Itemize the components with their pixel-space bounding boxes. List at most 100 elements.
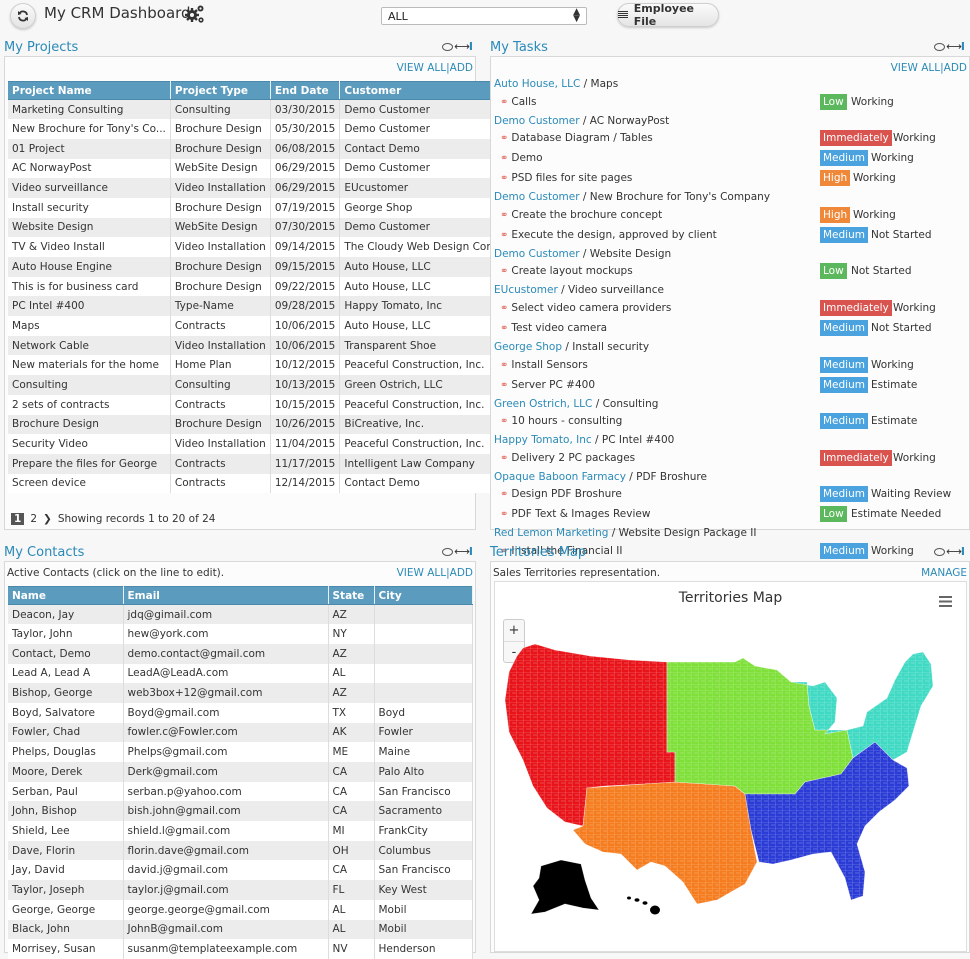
column-header[interactable]: City	[374, 586, 473, 605]
task-project-name[interactable]: New Brochure for Tony's Company	[589, 191, 771, 204]
task-customer-link[interactable]: Demo Customer	[494, 114, 580, 127]
resize-horizontal-icon[interactable]: ⟷	[454, 40, 470, 53]
column-header[interactable]: State	[328, 586, 375, 605]
filter-select[interactable]: ALL ▲ ▼	[381, 7, 587, 25]
project-row[interactable]: TV & Video Install Video Installation 09/1…	[8, 237, 512, 257]
task-customer-link[interactable]: Red Lemon Marketing	[494, 527, 609, 540]
employee-file-button[interactable]: Employee File	[617, 2, 719, 28]
contact-row[interactable]: Deacon, Jay jdq@gimail.com AZ	[8, 604, 473, 625]
next-page-chevron-icon[interactable]: ❯	[43, 513, 52, 525]
contact-row[interactable]: Black, John JohnB@gmail.com AL Mobil	[8, 919, 473, 940]
contact-row[interactable]: Bishop, George web3box+12@gmail.com AZ	[8, 683, 473, 703]
region-southwest[interactable]	[572, 781, 758, 905]
task-customer-link[interactable]: Opaque Baboon Farmacy	[494, 470, 626, 483]
task-project-name[interactable]: Install security	[572, 340, 650, 353]
resize-vertical-icon[interactable]: I	[960, 40, 965, 53]
projects-add-link[interactable]: ADD	[449, 62, 473, 74]
task-customer-link[interactable]: Demo Customer	[494, 247, 580, 260]
contact-row[interactable]: John, Bishop bish.john@gmail.com CA Sacrame…	[8, 801, 473, 822]
contact-row[interactable]: Boyd, Salvatore Boyd@gmail.com TX Boyd	[8, 702, 473, 723]
task-customer-link[interactable]: Auto House, LLC	[494, 78, 581, 90]
project-row[interactable]: New Brochure for Tony's Co... Brochure De…	[8, 119, 512, 139]
project-row[interactable]: Auto House Engine Brochure Design 09/15/20…	[8, 257, 512, 277]
resize-vertical-icon[interactable]: I	[960, 545, 965, 558]
task-project-name[interactable]: Website Design	[589, 247, 672, 260]
tasks-add-link[interactable]: ADD	[943, 62, 967, 74]
project-row[interactable]: This is for business card Brochure Design…	[8, 276, 512, 297]
page-2-link[interactable]: 2	[30, 513, 37, 525]
tasks-view-all-link[interactable]: VIEW ALL	[890, 62, 941, 74]
comment-icon[interactable]	[934, 43, 946, 51]
task-project-name[interactable]: Video surveillance	[567, 284, 664, 297]
refresh-button[interactable]	[10, 3, 36, 29]
zoom-in-button[interactable]: +	[508, 623, 520, 638]
resize-horizontal-icon[interactable]: ⟷	[454, 545, 470, 558]
task-row[interactable]: ⚭ Design PDF Broshure Medium Waiting Review	[494, 485, 967, 505]
contact-row[interactable]: Taylor, Joseph taylor.j@gmail.com FL Key We…	[8, 880, 473, 900]
project-row[interactable]: PC Intel #400 Type-Name 09/28/2015 Happy To…	[8, 296, 512, 317]
manage-territories-link[interactable]: MANAGE	[921, 567, 967, 579]
project-row[interactable]: 01 Project Brochure Design 06/08/2015 Conta…	[8, 138, 512, 159]
map-frame[interactable]: Territories Map + -	[494, 581, 967, 952]
task-row[interactable]: ⚭ Demo Medium Working	[494, 149, 967, 169]
task-row[interactable]: ⚭ Database Diagram / Tables Immediately Wor…	[494, 129, 967, 149]
task-row[interactable]: ⚭ Server PC #400 Medium Estimate	[494, 376, 967, 396]
contact-row[interactable]: Morrisey, Susan susanm@templateexample.co…	[8, 939, 473, 959]
project-row[interactable]: Screen device Contracts 12/14/2015 Contact …	[8, 473, 512, 494]
task-row[interactable]: ⚭ PSD files for site pages High Working	[494, 169, 967, 189]
column-header[interactable]: Name	[8, 586, 124, 605]
task-project-name[interactable]: PC Intel #400	[601, 434, 675, 447]
column-header[interactable]: Project Type	[170, 81, 271, 100]
project-row[interactable]: Network Cable Video Installation 10/06/201…	[8, 335, 512, 356]
contact-row[interactable]: Serban, Paul serban.p@yahoo.com CA San Fran…	[8, 781, 473, 802]
task-row[interactable]: ⚭ Execute the design, approved by client M…	[494, 226, 967, 246]
column-header[interactable]: Email	[123, 586, 329, 605]
project-row[interactable]: Install security Brochure Design 07/19/201…	[8, 197, 512, 218]
column-header[interactable]: End Date	[270, 81, 341, 100]
task-project-name[interactable]: PDF Broshure	[636, 470, 707, 483]
region-alaska[interactable]	[530, 859, 600, 915]
map-menu-icon[interactable]	[939, 596, 952, 607]
task-row[interactable]: ⚭ Install Sensors Medium Working	[494, 356, 967, 376]
contact-row[interactable]: Dave, Florin florin.dave@gmail.com OH Colum…	[8, 840, 473, 861]
contact-row[interactable]: Contact, Demo demo.contact@gmail.com AZ	[8, 643, 473, 664]
contact-row[interactable]: Jay, David david.j@gmail.com CA San Francis…	[8, 860, 473, 881]
task-row[interactable]: ⚭ Calls Low Working	[494, 93, 967, 113]
contact-row[interactable]: George, George george.george@gmail.com AL M…	[8, 899, 473, 920]
column-header[interactable]: Project Name	[8, 81, 171, 100]
task-row[interactable]: ⚭ Test video camera Medium Not Started	[494, 319, 967, 339]
resize-vertical-icon[interactable]: I	[468, 545, 473, 558]
task-customer-link[interactable]: George Shop	[494, 340, 563, 353]
contacts-add-link[interactable]: ADD	[449, 567, 473, 579]
comment-icon[interactable]	[442, 43, 454, 51]
region-hawaii[interactable]	[627, 896, 660, 915]
contact-row[interactable]: Phelps, Douglas Phelps@gmail.com ME Maine	[8, 742, 473, 762]
contact-row[interactable]: Fowler, Chad fowler.c@Fowler.com AK Fowler	[8, 722, 473, 743]
project-row[interactable]: Prepare the files for George Contracts 11/…	[8, 453, 512, 474]
project-row[interactable]: Consulting Consulting 10/13/2015 Green Ostr…	[8, 375, 512, 395]
project-row[interactable]: Marketing Consulting Consulting 03/30/2015…	[8, 99, 512, 120]
task-row[interactable]: ⚭ Create layout mockups Low Not Started	[494, 262, 967, 282]
contact-row[interactable]: Lead A, Lead A LeadA@LeadA.com AL	[8, 663, 473, 684]
task-row[interactable]: ⚭ Create the brochure concept High Working	[494, 206, 967, 226]
task-customer-link[interactable]: Demo Customer	[494, 191, 580, 204]
project-row[interactable]: New materials for the home Home Plan 10/12…	[8, 355, 512, 376]
task-row[interactable]: ⚭ Install the Financial II Medium Working	[494, 542, 967, 562]
task-row[interactable]: ⚭ PDF Text & Images Review Low Estimate Nee…	[494, 505, 967, 525]
project-row[interactable]: AC NorwayPost WebSite Design 06/29/2015 Dem…	[8, 158, 512, 179]
contact-row[interactable]: Shield, Lee shield.l@gmail.com MI FrankCity	[8, 821, 473, 841]
task-project-name[interactable]: AC NorwayPost	[589, 114, 670, 127]
resize-horizontal-icon[interactable]: ⟷	[946, 40, 962, 53]
project-row[interactable]: 2 sets of contracts Contracts 10/15/2015 Pe…	[8, 394, 512, 415]
project-row[interactable]: Video surveillance Video Installation 06/2…	[8, 178, 512, 198]
contacts-view-all-link[interactable]: VIEW ALL	[396, 567, 447, 579]
column-header[interactable]: Customer	[339, 81, 512, 100]
task-row[interactable]: ⚭ 10 hours - consulting Medium Estimate	[494, 412, 967, 432]
task-row[interactable]: ⚭ Delivery 2 PC packages Immediately Workin…	[494, 449, 967, 469]
project-row[interactable]: Maps Contracts 10/06/2015 Auto House, LLC	[8, 316, 512, 336]
task-project-name[interactable]: Website Design Package II	[618, 527, 757, 540]
contact-row[interactable]: Taylor, John hew@york.com NY	[8, 624, 473, 644]
comment-icon[interactable]	[442, 548, 454, 556]
contact-row[interactable]: Moore, Derek Derk@gmail.com CA Palo Alto	[8, 762, 473, 782]
page-current[interactable]: 1	[11, 513, 25, 525]
